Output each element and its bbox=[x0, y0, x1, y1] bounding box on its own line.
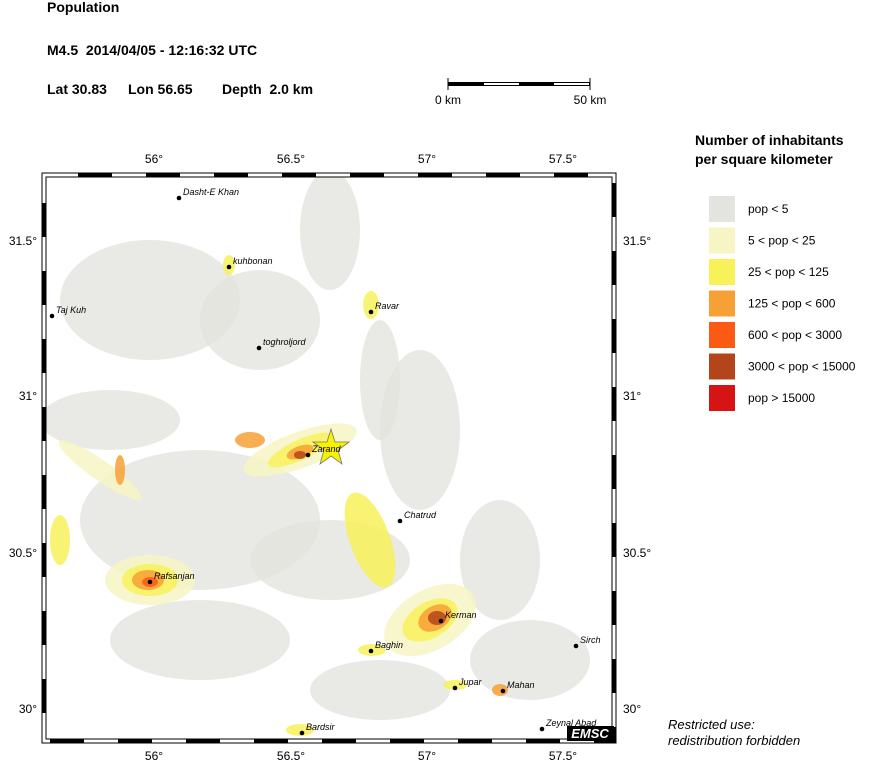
city-label: Chatrud bbox=[404, 510, 437, 520]
lat: Lat 30.83 bbox=[47, 81, 107, 97]
city-label: Taj Kuh bbox=[56, 305, 86, 315]
legend-swatch bbox=[709, 227, 735, 254]
city-label: Rafsanjan bbox=[154, 571, 195, 581]
legend-swatch bbox=[709, 259, 735, 285]
low-pop-area bbox=[44, 390, 180, 450]
low-pop-area bbox=[110, 600, 290, 680]
legend-title: per square kilometer bbox=[695, 151, 833, 167]
legend-label: pop > 15000 bbox=[748, 391, 815, 405]
legend-label: 5 < pop < 25 bbox=[748, 234, 816, 248]
lat-label: 31° bbox=[623, 389, 641, 403]
low-pop-area bbox=[380, 350, 460, 510]
lon-label: 57.5° bbox=[549, 152, 577, 166]
scale-bar: 0 km 50 km bbox=[435, 78, 606, 107]
lat-label: 31.5° bbox=[9, 234, 37, 248]
city-label: toghroljord bbox=[263, 337, 307, 347]
city-dot bbox=[226, 264, 232, 270]
legend-title: Number of inhabitants bbox=[695, 132, 844, 148]
legend-swatch bbox=[709, 290, 735, 317]
city-label: Ravar bbox=[375, 301, 400, 311]
city-label: Zeynal Abad bbox=[545, 718, 597, 728]
epicenter bbox=[311, 427, 351, 466]
city-dot bbox=[539, 726, 545, 732]
legend-swatch bbox=[709, 385, 735, 411]
footer: Restricted use: bbox=[668, 717, 755, 732]
low-pop-area bbox=[300, 175, 360, 290]
city-dot bbox=[573, 643, 579, 649]
city-dot bbox=[147, 579, 153, 585]
population-area bbox=[492, 684, 508, 696]
legend-swatch bbox=[709, 196, 735, 222]
lat-label: 30° bbox=[19, 702, 37, 716]
city-label: Baghin bbox=[375, 640, 403, 650]
city-label: Kerman bbox=[445, 610, 477, 620]
legend-label: 600 < pop < 3000 bbox=[748, 328, 842, 342]
city-dot bbox=[397, 518, 403, 524]
scale-start: 0 km bbox=[435, 93, 461, 107]
city-dot bbox=[368, 648, 374, 654]
depth: Depth 2.0 km bbox=[222, 81, 313, 97]
city-label: Sirch bbox=[580, 635, 601, 645]
legend-swatch bbox=[709, 353, 735, 380]
city-dot bbox=[500, 688, 506, 694]
lon-label: 57° bbox=[418, 152, 436, 166]
population-area bbox=[294, 451, 306, 459]
city-label: Mahan bbox=[507, 680, 535, 690]
low-pop-area bbox=[200, 270, 320, 370]
event: M4.5 2014/04/05 - 12:16:32 UTC bbox=[47, 42, 257, 58]
city-dot bbox=[452, 685, 458, 691]
lat-label: 30.5° bbox=[9, 546, 37, 560]
lon-label: 57° bbox=[418, 749, 436, 763]
legend-swatch bbox=[709, 322, 735, 348]
lat-label: 30.5° bbox=[623, 546, 651, 560]
low-pop-area bbox=[460, 500, 540, 620]
population-area bbox=[443, 680, 467, 690]
lat-label: 31.5° bbox=[623, 234, 651, 248]
lon-label: 56.5° bbox=[277, 152, 305, 166]
population-area bbox=[58, 440, 142, 500]
city-dot bbox=[299, 730, 305, 736]
population-area bbox=[115, 455, 125, 485]
title: Population bbox=[47, 0, 119, 15]
city-dot bbox=[176, 195, 182, 201]
footer: redistribution forbidden bbox=[668, 733, 800, 748]
population-area bbox=[50, 515, 70, 565]
city-dot bbox=[305, 452, 311, 458]
population-area bbox=[235, 432, 265, 448]
city-label: Bardsir bbox=[306, 722, 336, 732]
lon-label: 56° bbox=[145, 749, 163, 763]
low-pop-area bbox=[310, 660, 450, 720]
legend-label: 25 < pop < 125 bbox=[748, 265, 829, 279]
scale-end: 50 km bbox=[574, 93, 607, 107]
legend: pop < 5 5 < pop < 25 25 < pop < 125 125 < p… bbox=[709, 196, 856, 411]
city-label: Dasht-E Khan bbox=[183, 187, 239, 197]
low-pop-area bbox=[60, 240, 240, 360]
logo: EMSC bbox=[571, 726, 609, 741]
low-pop-area bbox=[360, 320, 400, 440]
map: EMSC 56° 56° 56.5° 56.5° 57° 57° 57.5° 57.5° 31.… bbox=[9, 152, 652, 763]
city-label: Zarand bbox=[311, 444, 342, 454]
city-label: kuhbonan bbox=[233, 256, 273, 266]
low-pop-area bbox=[470, 620, 590, 700]
logo-box bbox=[567, 726, 614, 741]
city-dot bbox=[49, 313, 55, 319]
lat-label: 31° bbox=[19, 389, 37, 403]
lon-label: 56° bbox=[145, 152, 163, 166]
city-dot bbox=[256, 345, 262, 351]
lat-label: 30° bbox=[623, 702, 641, 716]
population-area bbox=[286, 724, 314, 736]
population-area bbox=[428, 611, 446, 625]
population-area bbox=[363, 291, 379, 319]
lon-label: 57.5° bbox=[549, 749, 577, 763]
city-dot bbox=[368, 309, 374, 315]
legend-label: 125 < pop < 600 bbox=[748, 297, 836, 311]
city-dot bbox=[438, 618, 444, 624]
legend-label: pop < 5 bbox=[748, 202, 789, 216]
legend-label: 3000 < pop < 15000 bbox=[748, 360, 856, 374]
lon-label: 56.5° bbox=[277, 749, 305, 763]
lon: Lon 56.65 bbox=[128, 81, 193, 97]
population-area bbox=[344, 492, 396, 588]
city-label: Jupar bbox=[458, 677, 483, 687]
